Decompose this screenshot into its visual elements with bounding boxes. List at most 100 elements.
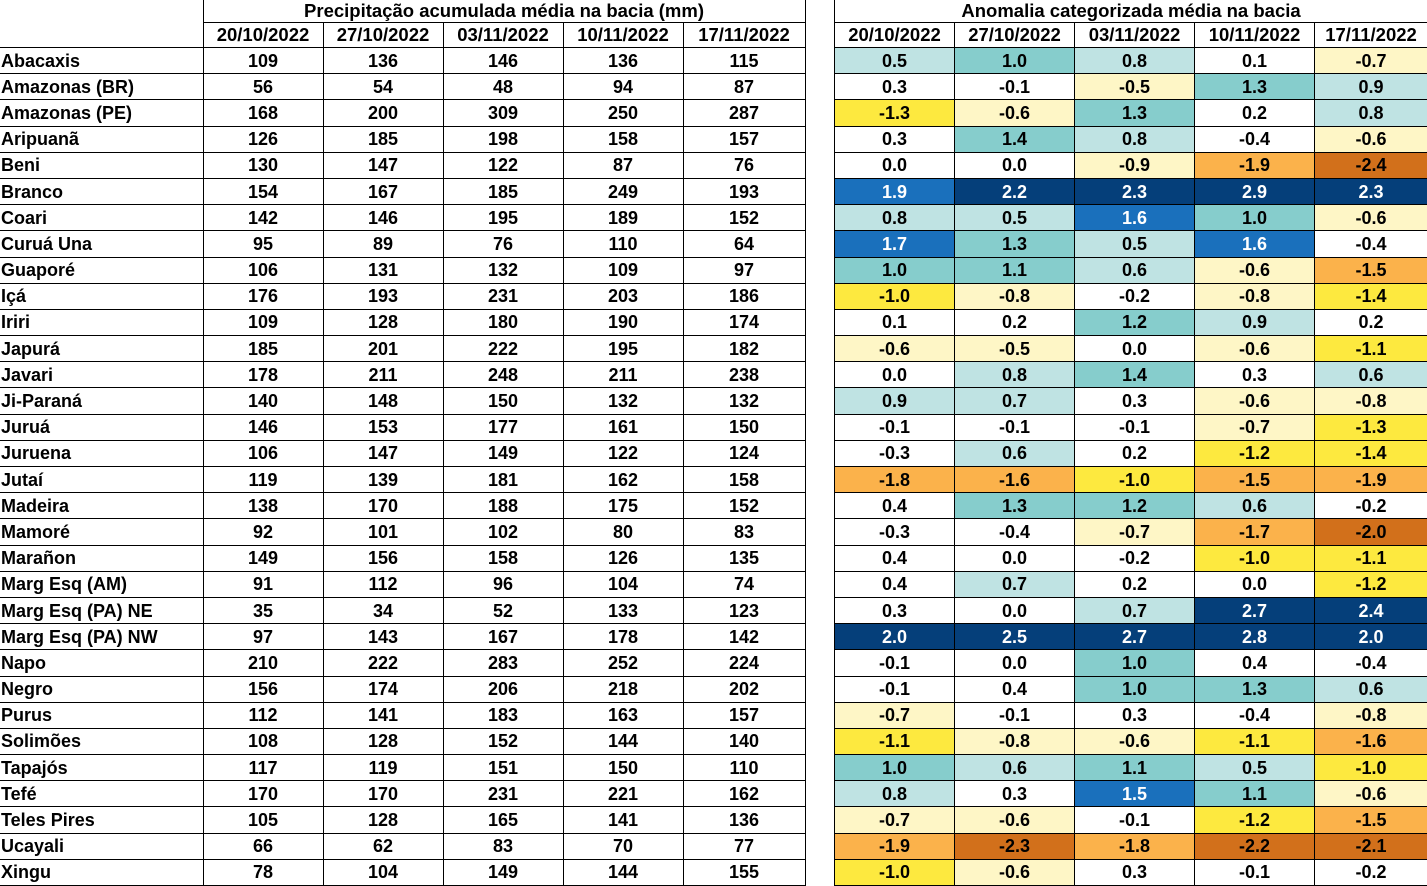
basin-name: Teles Pires (0, 807, 203, 833)
precip-value: 161 (563, 414, 683, 440)
blank-header-cell (0, 0, 203, 23)
precip-value: 163 (563, 702, 683, 728)
precip-value: 119 (203, 467, 323, 493)
precip-value: 156 (203, 676, 323, 702)
precip-value: 112 (323, 571, 443, 597)
precip-value: 89 (323, 231, 443, 257)
precip-value: 158 (683, 467, 805, 493)
anomaly-value: -0.7 (1315, 48, 1427, 74)
basin-name: Amazonas (PE) (0, 100, 203, 126)
anomaly-value: 0.1 (1195, 48, 1315, 74)
anomaly-value: -0.6 (955, 859, 1075, 885)
precip-value: 211 (563, 362, 683, 388)
anomaly-date-row: 20/10/2022 27/10/2022 03/11/2022 10/11/2… (835, 23, 1427, 48)
anomaly-value: 1.9 (835, 178, 955, 204)
precip-value: 141 (563, 807, 683, 833)
anomaly-value: 0.0 (955, 597, 1075, 623)
anomaly-row: -1.9-2.3-1.8-2.2-2.1 (835, 833, 1427, 859)
anomaly-value: -0.8 (955, 728, 1075, 754)
anomaly-value: -1.2 (1195, 440, 1315, 466)
precip-value: 151 (443, 755, 563, 781)
basin-name: Xingu (0, 859, 203, 885)
basin-name: Tefé (0, 781, 203, 807)
precip-value: 170 (323, 493, 443, 519)
precip-value: 80 (563, 519, 683, 545)
precip-value: 110 (563, 231, 683, 257)
anomaly-value: 1.1 (955, 257, 1075, 283)
anomaly-value: -1.8 (1075, 833, 1195, 859)
precip-value: 87 (563, 152, 683, 178)
anomaly-value: -1.1 (1315, 545, 1427, 571)
precip-value: 170 (203, 781, 323, 807)
precip-value: 165 (443, 807, 563, 833)
basin-name: Purus (0, 702, 203, 728)
precip-value: 211 (323, 362, 443, 388)
anomaly-value: -0.7 (1195, 414, 1315, 440)
anomaly-value: 0.8 (835, 205, 955, 231)
anomaly-value: 0.8 (1315, 100, 1427, 126)
precip-value: 152 (683, 493, 805, 519)
anomaly-value: -0.9 (1075, 152, 1195, 178)
precip-value: 154 (203, 178, 323, 204)
anomaly-value: -1.5 (1315, 807, 1427, 833)
precip-value: 126 (563, 545, 683, 571)
anomaly-value: 1.1 (1075, 755, 1195, 781)
precip-value: 141 (323, 702, 443, 728)
anomaly-value: 1.6 (1075, 205, 1195, 231)
basin-name: Içá (0, 283, 203, 309)
precip-value: 150 (563, 755, 683, 781)
anomaly-value: 0.2 (955, 309, 1075, 335)
anomaly-value: -2.3 (955, 833, 1075, 859)
anomaly-value: 0.0 (955, 152, 1075, 178)
basin-name: Coari (0, 205, 203, 231)
anomaly-value: 1.0 (1075, 676, 1195, 702)
anomaly-value: 1.0 (955, 48, 1075, 74)
precip-value: 108 (203, 728, 323, 754)
precip-value: 132 (443, 257, 563, 283)
anomaly-value: 0.8 (1075, 48, 1195, 74)
precip-value: 190 (563, 309, 683, 335)
anomaly-value: -2.2 (1195, 833, 1315, 859)
precip-value: 97 (203, 624, 323, 650)
precip-value: 149 (443, 440, 563, 466)
precip-value: 78 (203, 859, 323, 885)
anomaly-value: 0.3 (1075, 702, 1195, 728)
precip-value: 70 (563, 833, 683, 859)
precip-value: 185 (443, 178, 563, 204)
precip-value: 231 (443, 781, 563, 807)
precip-value: 185 (323, 126, 443, 152)
anomaly-value: -0.4 (1195, 702, 1315, 728)
precip-value: 52 (443, 597, 563, 623)
anomaly-value: -1.7 (1195, 519, 1315, 545)
anomaly-value: -0.6 (955, 807, 1075, 833)
precip-value: 168 (203, 100, 323, 126)
precip-date-header: 20/10/2022 (203, 23, 323, 48)
precip-value: 140 (203, 388, 323, 414)
anomaly-value: -0.6 (955, 100, 1075, 126)
precip-value: 183 (443, 702, 563, 728)
precip-value: 124 (683, 440, 805, 466)
precip-value: 174 (323, 676, 443, 702)
anomaly-row: -1.0-0.8-0.2-0.8-1.4 (835, 283, 1427, 309)
basin-name: Marg Esq (PA) NE (0, 597, 203, 623)
precip-value: 147 (323, 152, 443, 178)
anomaly-value: -1.6 (955, 467, 1075, 493)
precip-value: 106 (203, 257, 323, 283)
anomaly-value: 0.5 (1075, 231, 1195, 257)
